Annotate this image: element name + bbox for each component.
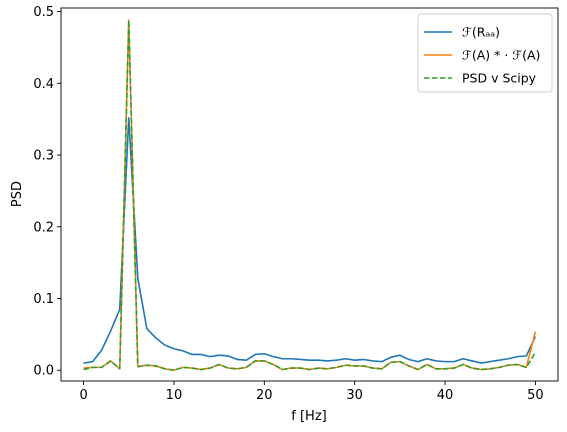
legend-label-series-3: PSD v Scipy	[462, 71, 537, 86]
x-tick-label: 40	[437, 388, 454, 403]
legend-label-series-1: ℱ(Rₐₐ)	[462, 25, 500, 40]
x-tick-label: 30	[346, 388, 363, 403]
y-tick-label: 0.1	[33, 292, 54, 307]
x-axis-ticks: 0 10 20 30 40 50	[79, 381, 544, 403]
legend-label-series-2: ℱ(A) * · ℱ(A)	[462, 48, 540, 63]
legend: ℱ(Rₐₐ) ℱ(A) * · ℱ(A) PSD v Scipy	[417, 13, 553, 93]
y-tick-label: 0.5	[33, 5, 54, 20]
plot-frame	[60, 7, 559, 382]
series-line-1	[83, 116, 537, 364]
y-axis-label: PSD	[10, 181, 25, 207]
x-tick-label: 20	[256, 388, 273, 403]
x-axis-label: f [Hz]	[291, 409, 326, 424]
x-tick-label: 0	[79, 388, 87, 403]
y-axis-ticks: 0.0 0.1 0.2 0.3 0.4 0.5	[33, 5, 61, 379]
y-tick-label: 0.0	[33, 364, 54, 379]
series-layer	[83, 19, 537, 372]
series-line-3	[83, 19, 537, 372]
y-tick-label: 0.2	[33, 220, 54, 235]
x-tick-label: 50	[527, 388, 544, 403]
y-tick-label: 0.4	[33, 77, 54, 92]
x-tick-label: 10	[166, 388, 183, 403]
y-tick-label: 0.3	[33, 149, 54, 164]
legend-box	[417, 13, 553, 93]
